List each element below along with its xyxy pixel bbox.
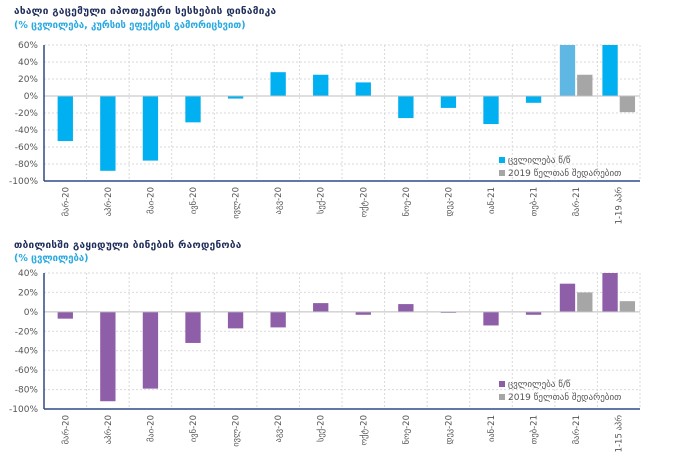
x-category-label: დეკ-20: [444, 415, 454, 445]
x-category-label: მაი-20: [145, 415, 156, 442]
y-tick-label: 40%: [18, 58, 38, 68]
legend-label: 2019 წელთან შედარებით: [508, 392, 621, 403]
x-category-label: თებ-21: [529, 415, 540, 444]
y-tick-label: -80%: [15, 386, 39, 396]
bar-series1: [227, 311, 244, 329]
legend-label: 2019 წელთან შედარებით: [508, 168, 621, 179]
x-category-label: აგვ-20: [274, 415, 284, 443]
bar-series1: [525, 311, 542, 315]
bar-series1: [313, 74, 329, 96]
bar-series1: [185, 96, 201, 123]
x-category-label: სექ-20: [316, 187, 327, 214]
x-category-label: აგვ-20: [274, 187, 284, 215]
bar-series1: [602, 45, 618, 96]
x-category-label: ნოე-20: [401, 415, 412, 444]
chart1-svg: 60% 40% 20% 0% -20% -40% -60% -80% -100% მარ-20 აპ…: [9, 41, 641, 225]
x-category-label: თებ-21: [529, 187, 540, 216]
bar-series1: [270, 72, 286, 96]
x-category-label: აპრ-20: [103, 415, 114, 444]
chart2-svg: 40% 20% 0% -20% -40% -60% -80% -100% მარ-20 აპრ-2…: [9, 269, 641, 453]
chart2-title: თბილისში გაყიდული ბინების რაოდენობა: [14, 240, 242, 251]
x-category-label: მარ-20: [60, 187, 71, 216]
y-tick-label: 60%: [18, 41, 38, 51]
bar-series1: [100, 96, 116, 171]
bar-series1: [270, 311, 286, 328]
bar-series1: [185, 311, 201, 343]
bar-series1: [398, 96, 414, 119]
x-category-label: ივნ-20: [188, 415, 199, 442]
x-category-label: მარ-21: [571, 187, 582, 216]
x-category-label: მაი-20: [145, 187, 156, 214]
x-category-label: ივლ-20: [232, 187, 242, 219]
bar-series1: [227, 96, 244, 99]
x-category-label: ივნ-20: [188, 187, 199, 214]
y-tick-label: 40%: [18, 269, 38, 279]
legend-swatch: [499, 170, 505, 176]
x-category-label: ოქტ-20: [358, 187, 369, 218]
y-tick-label: 20%: [18, 75, 38, 85]
legend-label: ცვლილება წ/წ: [508, 155, 571, 166]
bar-series1: [355, 311, 371, 315]
x-category-label: იან-21: [486, 187, 497, 214]
bar-series2: [619, 96, 636, 113]
x-category-label: დეკ-20: [444, 187, 454, 217]
y-tick-label: 0%: [24, 92, 39, 102]
x-category-label: 1-19 აპრ: [614, 187, 625, 225]
bar-series1: [355, 82, 371, 96]
y-tick-label: -40%: [15, 347, 39, 357]
chart1-title: ახალი გაცემული იპოთეკური სესხების დინამი…: [14, 6, 277, 17]
legend-label: ცვლილება წ/წ: [508, 379, 571, 390]
y-tick-label: -80%: [15, 160, 39, 170]
bar-series1: [142, 96, 159, 161]
bar-series1: [313, 303, 329, 312]
bar-series1: [602, 273, 618, 312]
x-category-label: მარ-21: [571, 415, 582, 444]
y-tick-label: 0%: [24, 308, 39, 318]
y-tick-label: -20%: [15, 109, 39, 119]
bar-series1: [142, 311, 159, 389]
bar-series1: [559, 283, 576, 312]
y-tick-label: -100%: [9, 405, 38, 415]
x-category-label: სექ-20: [316, 415, 327, 442]
bar-series1: [100, 311, 116, 402]
bar-series1: [483, 311, 499, 326]
legend-swatch: [499, 394, 505, 400]
legend-swatch: [499, 381, 505, 387]
bar-series1: [559, 45, 576, 96]
x-category-label: აპრ-20: [103, 187, 114, 216]
bar-series1: [483, 96, 499, 125]
bar-series1: [57, 96, 73, 142]
legend-swatch: [499, 157, 505, 163]
x-category-label: ივლ-20: [232, 415, 242, 447]
bar-series2: [619, 301, 636, 312]
x-category-label: იან-21: [486, 415, 497, 442]
y-tick-label: -40%: [15, 126, 39, 136]
y-tick-label: -60%: [15, 143, 39, 153]
bar-series2: [577, 292, 593, 312]
y-tick-label: 20%: [18, 288, 38, 298]
chart2-subtitle: (% ცვლილება): [14, 253, 89, 264]
y-tick-label: -100%: [9, 177, 38, 187]
chart1-subtitle: (% ცვლილება, კურსის ეფექტის გამორიცხვით): [14, 20, 246, 31]
y-tick-label: -60%: [15, 366, 39, 376]
x-category-label: ნოე-20: [401, 187, 412, 216]
y-tick-label: -20%: [15, 327, 39, 337]
bar-series1: [440, 96, 457, 108]
bar-series1: [525, 96, 542, 103]
x-category-label: მარ-20: [60, 415, 71, 444]
x-category-label: ოქტ-20: [358, 415, 369, 446]
bar-series2: [577, 74, 593, 96]
bar-series1: [57, 311, 73, 319]
bar-series1: [398, 304, 414, 312]
x-category-label: 1-15 აპრ: [614, 415, 625, 453]
